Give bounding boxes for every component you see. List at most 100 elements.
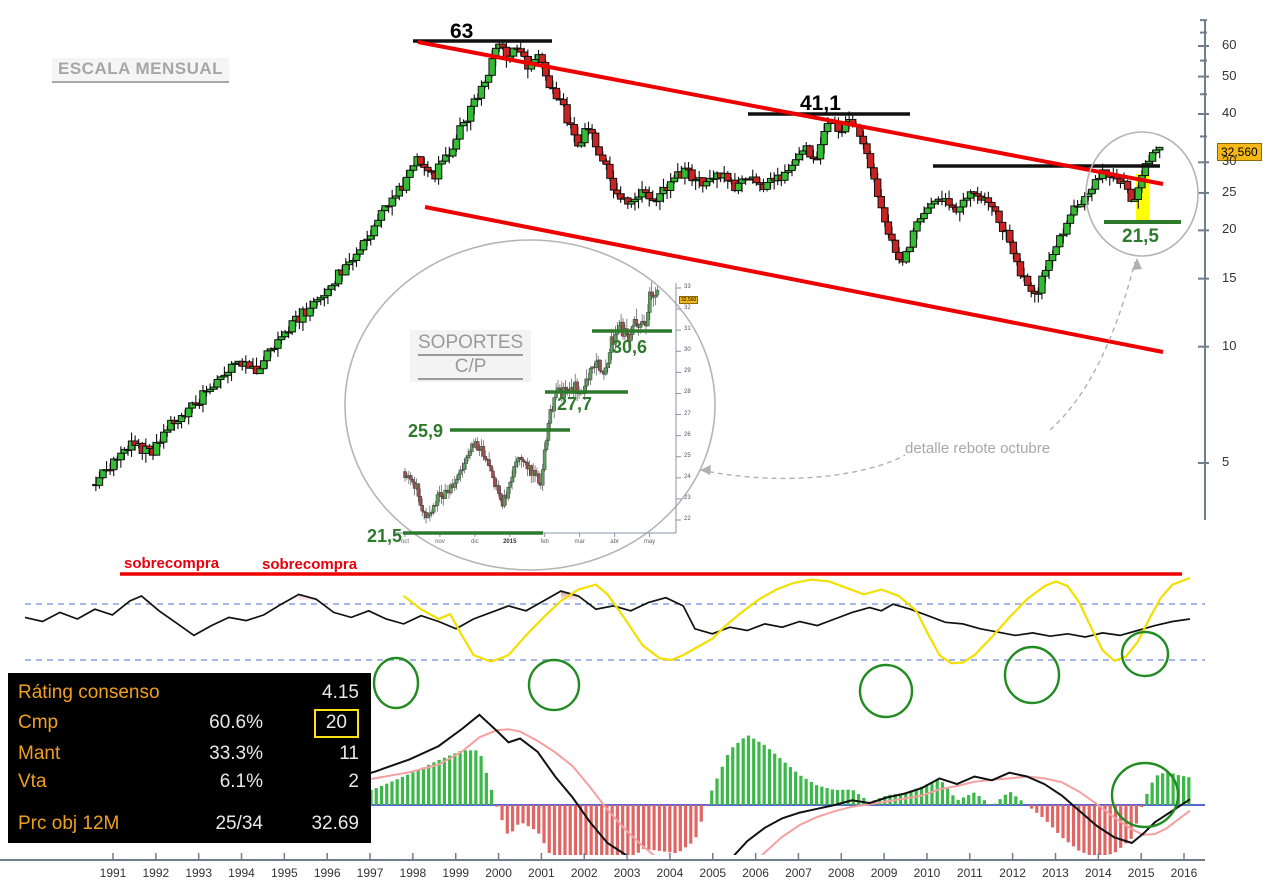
x-tick-2016: 2016 (1170, 866, 1198, 880)
consensus-row: Cmp 60.6% 20 (18, 707, 359, 739)
callout-arrow (699, 261, 1136, 480)
oscillator-signal-circles (372, 630, 1170, 719)
y-tick-30: 30 (1222, 153, 1237, 169)
inset-y-tick-23: 23 (684, 494, 691, 501)
consensus-key: Cmp (18, 712, 59, 734)
inset-y-tick-32: 32 (684, 305, 691, 312)
consensus-percent: 6.1% (219, 770, 263, 792)
inset-support-label-259: 25,9 (408, 421, 444, 441)
main-x-axis (0, 853, 1205, 861)
resistance-label-411: 41,1 (800, 92, 841, 115)
inset-x-tick-may: may (643, 539, 656, 545)
target-key: Prc obj 12M (18, 813, 120, 835)
inset-y-tick-29: 29 (684, 368, 691, 375)
y-tick-20: 20 (1222, 221, 1237, 237)
macd-signal-circle (1110, 761, 1180, 829)
consensus-target-row: Prc obj 12M 25/34 32.69 (18, 810, 359, 838)
inset-title-line1: SOPORTES (418, 332, 524, 356)
callout-arrowhead-right (1132, 258, 1142, 270)
x-tick-2005: 2005 (699, 866, 727, 880)
x-tick-2014: 2014 (1084, 866, 1112, 880)
callout-annotation: detalle rebote octubre (905, 440, 1051, 457)
x-tick-2002: 2002 (570, 866, 598, 880)
consensus-value: 11 (339, 742, 359, 764)
y-tick-25: 25 (1222, 183, 1237, 199)
candlestick-series (92, 39, 1135, 492)
inset-y-tick-22: 22 (684, 516, 691, 522)
x-tick-2000: 2000 (485, 866, 512, 880)
x-tick-2004: 2004 (656, 866, 684, 880)
inset-x-tick-nov: nov (435, 539, 445, 545)
inset-y-tick-26: 26 (684, 431, 691, 438)
inset-x-tick-feb: feb (540, 539, 549, 545)
x-tick-1993: 1993 (185, 866, 213, 880)
x-tick-1992: 1992 (142, 866, 170, 880)
x-tick-1991: 1991 (99, 866, 127, 880)
overbought-label-2: sobrecompra (262, 556, 358, 573)
support-label-215: 21,5 (1122, 226, 1159, 247)
inset-x-tick-dic: dic (471, 539, 479, 545)
overbought-label-1: sobrecompra (124, 555, 220, 572)
consensus-row: Mant 33.3% 11 (18, 740, 359, 768)
consensus-value-highlighted: 20 (313, 709, 359, 738)
inset-support-label-215: 21,5 (367, 526, 403, 546)
x-tick-2007: 2007 (785, 866, 812, 880)
oscillator-panel (24, 576, 1205, 665)
inset-y-tick-25: 25 (684, 452, 691, 459)
target-range: 25/34 (215, 813, 263, 835)
x-tick-1997: 1997 (356, 866, 384, 880)
resistance-label-63: 63 (450, 20, 474, 43)
y-tick-5: 5 (1222, 454, 1230, 469)
scale-label: ESCALA MENSUAL (52, 58, 230, 83)
y-tick-15: 15 (1222, 269, 1237, 285)
consensus-percent (191, 679, 289, 707)
x-tick-2011: 2011 (956, 866, 983, 880)
trendline-upper (417, 40, 1164, 186)
consensus-value: 20 (289, 707, 359, 739)
inset-y-tick-31: 31 (684, 326, 691, 333)
inset-y-tick-30: 30 (684, 347, 691, 354)
x-tick-2001: 2001 (528, 866, 555, 880)
x-tick-2008: 2008 (827, 866, 855, 880)
y-tick-10: 10 (1222, 337, 1237, 353)
inset-title-line2: C/P (418, 356, 524, 380)
inset-price-tag: 32,560 (679, 296, 699, 304)
y-tick-60: 60 (1222, 37, 1237, 52)
inset-y-tick-24: 24 (684, 473, 691, 480)
target-value: 32.69 (311, 813, 359, 835)
consensus-percent: 33.3% (209, 742, 263, 764)
inset-x-tick-mar: mar (574, 539, 585, 545)
inset-x-tick-2015: 2015 (503, 539, 517, 545)
consensus-key: Mant (18, 742, 61, 764)
x-tick-1994: 1994 (228, 866, 255, 880)
x-tick-2013: 2013 (1042, 866, 1069, 880)
x-tick-2012: 2012 (999, 866, 1026, 880)
y-tick-40: 40 (1222, 105, 1237, 121)
inset-support-label-306: 30,6 (612, 337, 648, 357)
consensus-value: 4.15 (322, 682, 359, 703)
inset-circle (344, 239, 716, 571)
candlestick-series-front (1131, 146, 1164, 209)
consensus-table: Ráting consenso 4.15 Cmp 60.6% 20 Mant 33.3% 11… (18, 679, 359, 839)
x-tick-2015: 2015 (1127, 866, 1155, 880)
consensus-key: Ráting consenso (18, 682, 160, 703)
consensus-value: 2 (348, 770, 359, 792)
inset-y-tick-33: 33 (684, 284, 691, 290)
consensus-spacer (18, 796, 359, 810)
x-tick-2003: 2003 (613, 866, 641, 880)
consensus-row: Vta 6.1% 2 (18, 768, 359, 796)
inset-y-tick-27: 27 (684, 410, 691, 417)
x-tick-1999: 1999 (442, 866, 470, 880)
inset-chart (393, 281, 681, 537)
x-tick-1998: 1998 (399, 866, 427, 880)
y-tick-50: 50 (1222, 67, 1237, 83)
main-price-axis (1198, 19, 1209, 520)
inset-x-tick-abr: abr (610, 539, 619, 545)
trendline-lower (424, 205, 1164, 354)
x-tick-2010: 2010 (913, 866, 941, 880)
x-tick-1995: 1995 (271, 866, 298, 880)
last-price-tag: 32,560 (1217, 143, 1262, 161)
consensus-panel: Ráting consenso 4.15 Cmp 60.6% 20 Mant 33.3% 11… (8, 673, 371, 843)
